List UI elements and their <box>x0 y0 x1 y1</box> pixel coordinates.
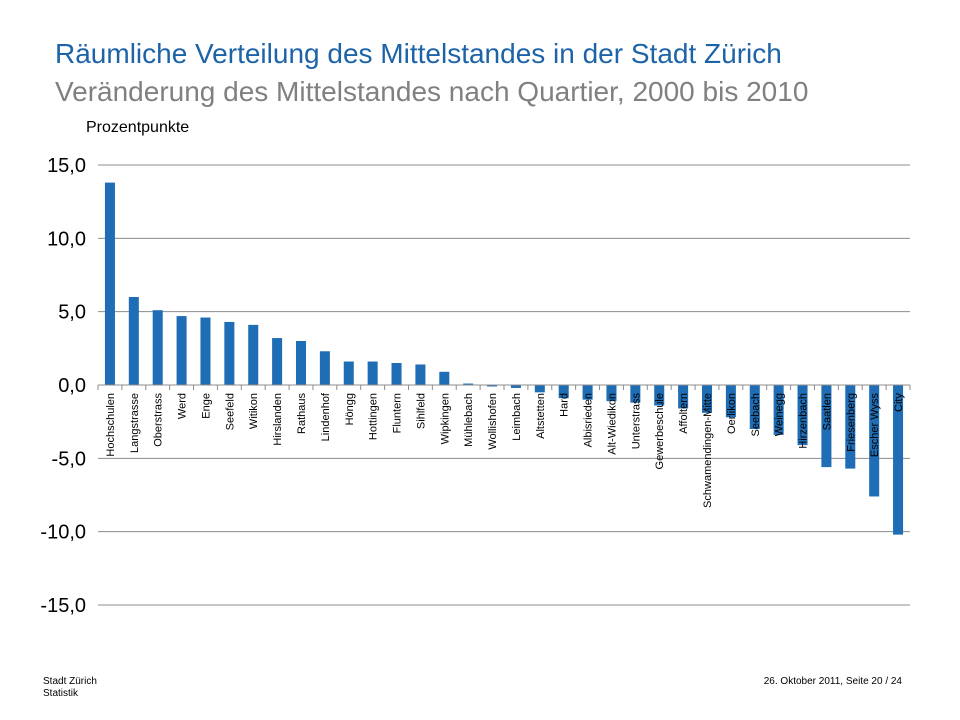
bar <box>630 385 641 403</box>
x-tick-label: Unterstrass <box>630 393 642 450</box>
y-axis-label: Prozentpunkte <box>86 119 190 136</box>
bar <box>319 351 330 385</box>
bar <box>128 297 139 385</box>
y-tick-label: 15,0 <box>47 155 86 177</box>
slide-subtitle: Veränderung des Mittelstandes nach Quart… <box>55 76 809 107</box>
x-tick-label: Leimbach <box>511 393 523 441</box>
bar <box>248 324 259 385</box>
y-tick-label: 10,0 <box>47 228 86 250</box>
bar <box>821 385 832 468</box>
bar <box>200 317 211 385</box>
x-tick-label: Hard <box>559 393 571 417</box>
x-tick-label: Seebach <box>750 393 762 436</box>
bar <box>391 363 402 385</box>
bar <box>295 341 307 385</box>
bar <box>893 385 904 535</box>
y-tick-label: 5,0 <box>58 302 86 324</box>
bar <box>104 182 115 385</box>
x-tick-label: Friesenberg <box>845 393 857 452</box>
x-tick-label: Saatlen <box>821 393 833 430</box>
x-tick-label: Wollishofen <box>487 393 499 450</box>
x-tick-label: Fluntern <box>392 393 404 433</box>
bar <box>869 385 880 497</box>
x-tick-label: Hottingen <box>368 393 380 440</box>
x-tick-label: Witikon <box>248 393 260 429</box>
footer-org-line2: Statistik <box>43 688 79 699</box>
x-tick-label: Alt-Wiedikon <box>606 393 618 455</box>
x-tick-label: Escher Wyss <box>869 393 881 458</box>
x-tick-label: Hochschulen <box>105 393 117 457</box>
x-tick-label: Rathaus <box>296 393 308 434</box>
bar <box>606 385 617 402</box>
x-tick-label: Gewerbeschule <box>654 393 666 469</box>
bar <box>797 385 808 446</box>
footer-org-line1: Stadt Zürich <box>43 676 97 687</box>
bar <box>725 385 736 418</box>
slide-title: Räumliche Verteilung des Mittelstandes i… <box>55 38 782 69</box>
x-tick-label: Oberstrass <box>153 393 165 447</box>
footer-date-page: 26. Oktober 2011, Seite 20 / 24 <box>763 676 902 687</box>
x-tick-label: Affoltern <box>678 393 690 434</box>
bar <box>176 316 187 385</box>
x-tick-labels: Hochschulen Langstrasse Oberstrass Werd Enge… <box>105 392 905 508</box>
bar <box>343 361 354 385</box>
x-tick-label: Enge <box>200 393 212 419</box>
y-tick-label: -5,0 <box>52 448 86 470</box>
y-tick-labels: 15,0 10,0 5,0 0,0 -5,0 -10,0 -15,0 <box>40 155 86 617</box>
bar <box>678 385 689 409</box>
x-tick-label: Mühlebach <box>463 393 475 447</box>
bar <box>845 385 856 469</box>
x-tick-label: City <box>893 393 905 412</box>
x-tick-label: Wipkingen <box>439 393 451 444</box>
x-tick-label: Weinegg <box>774 393 786 436</box>
x-tick-label: Altstetten <box>535 393 547 439</box>
x-tick-label: Seefeld <box>224 393 236 430</box>
x-tick-label: Sihlfeld <box>415 393 427 429</box>
bar <box>463 383 474 385</box>
bar <box>749 385 760 429</box>
bar <box>534 385 545 393</box>
bar <box>654 385 665 406</box>
y-tick-label: -10,0 <box>40 522 86 544</box>
bar <box>152 310 163 385</box>
zero-axis <box>97 384 911 390</box>
bar <box>272 338 283 385</box>
x-tick-label: Werd <box>177 393 189 419</box>
x-tick-label: Albisrieden <box>583 393 595 447</box>
x-tick-label: Langstrasse <box>129 393 141 453</box>
bar <box>510 385 521 388</box>
bar <box>439 371 450 385</box>
bar <box>487 385 498 387</box>
y-tick-label: 0,0 <box>58 375 86 397</box>
bar <box>773 385 784 435</box>
bar <box>701 385 713 413</box>
x-tick-label: Hirslanden <box>272 393 284 446</box>
bar <box>558 385 569 399</box>
x-tick-label: Schwamendingen-Mitte <box>702 393 714 508</box>
x-tick-label: Hirzenbach <box>798 393 810 449</box>
bar <box>582 385 593 400</box>
gridlines <box>98 164 910 606</box>
bar <box>224 321 235 385</box>
bar <box>367 361 378 385</box>
bar <box>415 364 426 385</box>
footer-organization: Stadt Zürich Statistik <box>43 676 97 700</box>
bars <box>104 182 904 535</box>
x-tick-label: Lindenhof <box>320 392 332 441</box>
x-tick-label: Höngg <box>344 393 356 425</box>
x-tick-label: Oerlikon <box>726 393 738 434</box>
y-tick-label: -15,0 <box>40 595 86 617</box>
